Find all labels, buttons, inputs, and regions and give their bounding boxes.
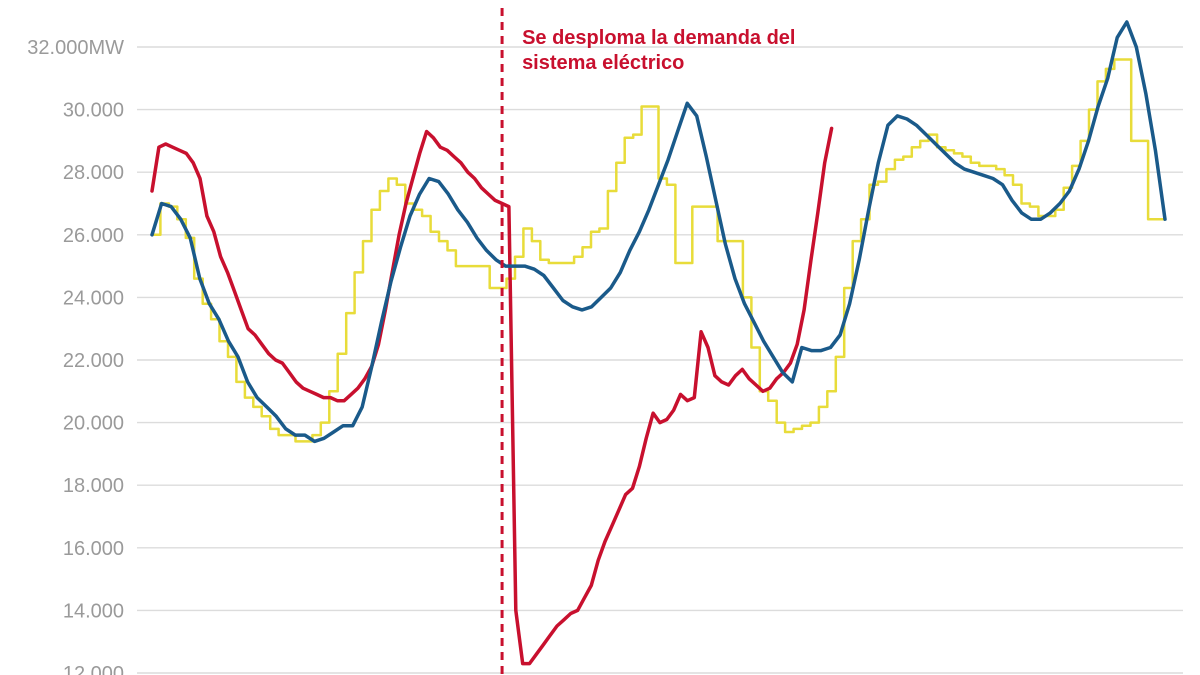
y-tick-label: 28.000 [63, 162, 124, 184]
blue-scheduled-line [150, 20, 1167, 444]
y-tick-label: 24.000 [63, 287, 124, 309]
y-tick-label: 20.000 [63, 413, 124, 435]
annotation-line-1: Se desploma la demanda del [522, 27, 795, 49]
y-axis-tick-labels: 32.000MW 30.000 28.000 26.000 24.000 22.000 20… [27, 37, 124, 675]
y-tick-label: 32.000MW [27, 37, 124, 59]
grid-lines [137, 46, 1183, 674]
y-tick-label: 16.000 [63, 538, 124, 560]
y-tick-label: 22.000 [63, 350, 124, 372]
y-tick-label: 12.000 [63, 663, 124, 675]
y-tick-label: 18.000 [63, 475, 124, 497]
y-tick-label: 14.000 [63, 600, 124, 622]
yellow-forecast-line [150, 58, 1167, 443]
y-tick-label: 30.000 [63, 100, 124, 122]
red-actual-demand-line [150, 126, 834, 666]
series-lines [150, 20, 1167, 666]
y-tick-label: 26.000 [63, 225, 124, 247]
annotation-line-2: sistema eléctrico [522, 52, 684, 74]
